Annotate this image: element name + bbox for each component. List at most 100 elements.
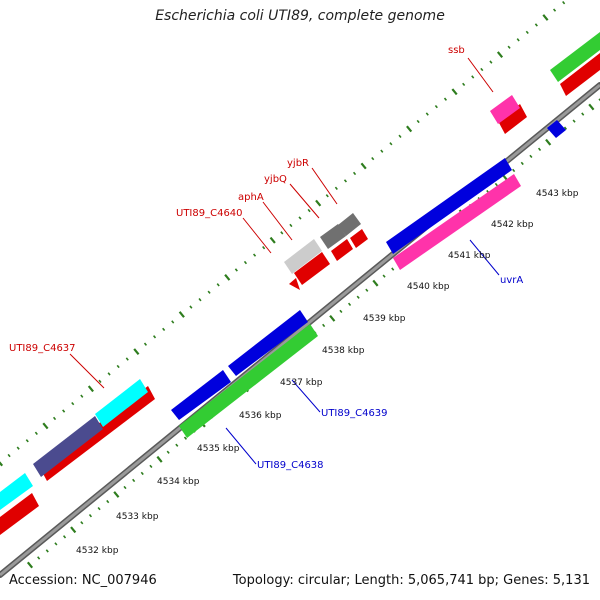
- minor-tick: [16, 446, 20, 450]
- major-tick: [224, 274, 231, 281]
- minor-tick: [152, 335, 157, 339]
- minor-tick: [252, 253, 257, 257]
- minor-tick: [171, 320, 175, 324]
- minor-tick: [434, 104, 438, 109]
- minor-tick: [389, 142, 393, 146]
- minor-tick: [25, 439, 29, 443]
- kbp-label: 4532 kbp: [76, 546, 119, 556]
- gene-C4638-green[interactable]: [179, 324, 318, 438]
- minor-tick: [189, 305, 193, 309]
- minor-tick: [489, 60, 493, 64]
- minor-tick: [307, 208, 311, 213]
- minor-tick: [140, 471, 144, 476]
- cds-forward-top-right[interactable]: [560, 53, 600, 96]
- major-tick: [406, 125, 413, 133]
- gene-label-UTI89_C4637: UTI89_C4637: [9, 343, 76, 354]
- kbp-label: 4543 kbp: [536, 189, 579, 199]
- gene-uvrA[interactable]: [393, 174, 521, 270]
- cds-forward-C4637[interactable]: [40, 386, 155, 481]
- gene-label-UTI89_C4639: UTI89_C4639: [321, 408, 388, 419]
- minor-tick: [352, 171, 357, 176]
- gene-label-yjbR: yjbR: [287, 158, 309, 169]
- gene-top-right[interactable]: [550, 32, 600, 82]
- minor-tick: [382, 274, 386, 278]
- minor-tick: [198, 298, 202, 302]
- minor-tick: [356, 295, 360, 299]
- major-tick: [178, 311, 185, 318]
- minor-tick: [34, 431, 38, 435]
- kbp-label: 4537 kbp: [280, 378, 323, 388]
- cds-reverse-uvrA[interactable]: [386, 158, 512, 254]
- minor-tick: [143, 342, 148, 346]
- minor-tick: [243, 260, 248, 265]
- map-title: Escherichia coli UTI89, complete genome: [155, 8, 445, 24]
- minor-tick: [183, 436, 188, 440]
- minor-tick: [525, 30, 529, 35]
- minor-tick: [216, 283, 220, 287]
- cds-forward-yjbR[interactable]: [350, 229, 368, 248]
- kbp-label: 4533 kbp: [116, 512, 159, 522]
- cds-forward-aphA[interactable]: [294, 252, 330, 285]
- minor-tick: [537, 147, 542, 151]
- gene-aphA[interactable]: [284, 239, 322, 274]
- minor-tick: [581, 112, 585, 116]
- major-tick: [133, 348, 140, 356]
- minor-tick: [88, 514, 93, 518]
- gene-C4637-dark[interactable]: [33, 416, 103, 477]
- minor-tick: [398, 134, 402, 138]
- major-tick: [360, 162, 367, 170]
- major-tick: [588, 103, 595, 111]
- major-tick: [156, 455, 163, 463]
- genome-summary: Topology: circular; Length: 5,065,741 bp…: [232, 573, 590, 588]
- major-tick: [113, 491, 120, 498]
- kbp-label: 4535 kbp: [197, 444, 240, 454]
- cds-reverse-small[interactable]: [547, 120, 566, 138]
- minor-tick: [289, 223, 293, 228]
- gene-left-cyan[interactable]: [0, 473, 33, 510]
- minor-tick: [380, 149, 384, 153]
- cds-forward-ssb[interactable]: [498, 104, 527, 134]
- minor-tick: [116, 364, 120, 369]
- gene-label-aphA: aphA: [238, 192, 264, 203]
- minor-tick: [7, 453, 11, 458]
- gene-yjbQ[interactable]: [320, 224, 346, 249]
- cds-forward-small[interactable]: [289, 278, 300, 290]
- minor-tick: [207, 290, 211, 294]
- minor-tick: [443, 97, 448, 101]
- minor-tick: [97, 506, 101, 511]
- minor-tick: [520, 161, 524, 166]
- minor-tick: [347, 302, 352, 306]
- minor-tick: [262, 246, 266, 250]
- gene-C4637-cyan[interactable]: [95, 379, 148, 427]
- minor-tick: [334, 186, 338, 190]
- minor-tick: [416, 119, 420, 124]
- minor-tick: [98, 379, 102, 383]
- gene-label-yjbQ: yjbQ: [264, 174, 287, 185]
- minor-tick: [529, 154, 533, 159]
- minor-tick: [534, 23, 538, 27]
- cds-reverse-C4639-b[interactable]: [171, 370, 231, 420]
- cds-reverse-C4639-a[interactable]: [228, 310, 308, 376]
- gene-label-ssb: ssb: [448, 45, 465, 56]
- minor-tick: [166, 450, 170, 454]
- minor-tick: [322, 323, 326, 328]
- cds-forward-left[interactable]: [0, 493, 39, 535]
- major-tick: [496, 51, 504, 59]
- minor-tick: [339, 309, 343, 314]
- gene-yjbR[interactable]: [338, 213, 361, 236]
- major-tick: [26, 561, 34, 569]
- cds-forward-yjbQ[interactable]: [331, 239, 353, 261]
- minor-tick: [132, 478, 136, 483]
- minor-tick: [425, 112, 429, 116]
- minor-tick: [507, 45, 511, 49]
- major-tick: [451, 88, 458, 96]
- minor-tick: [162, 327, 166, 332]
- minor-tick: [365, 288, 369, 292]
- minor-tick: [123, 485, 127, 490]
- gene-label-uvrA: uvrA: [500, 275, 523, 286]
- minor-tick: [343, 179, 348, 183]
- gene-ssb[interactable]: [490, 95, 520, 124]
- minor-tick: [80, 521, 84, 525]
- gene-label-UTI89_C4640: UTI89_C4640: [176, 208, 243, 219]
- minor-tick: [494, 182, 498, 187]
